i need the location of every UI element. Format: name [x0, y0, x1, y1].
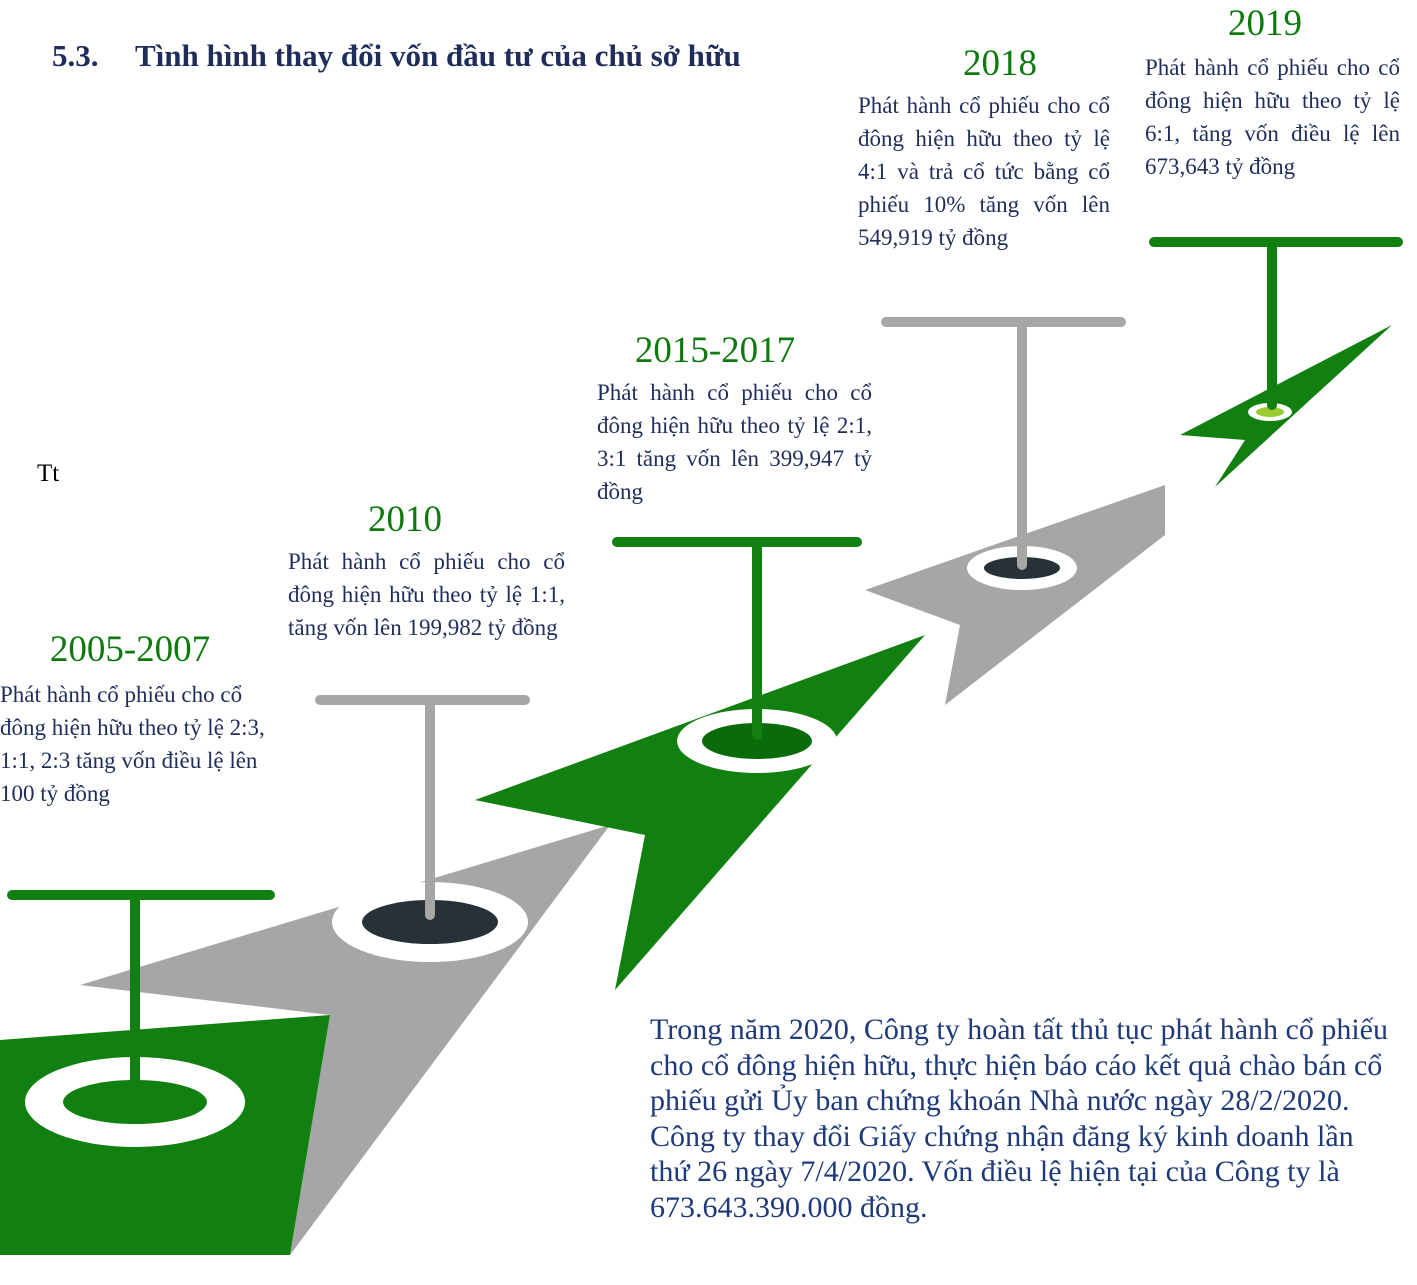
road-segment — [475, 635, 925, 990]
heading-number: 5.3. — [52, 38, 99, 74]
page: 5.3. Tình hình thay đổi vốn đầu tư của c… — [0, 0, 1417, 1285]
milestone-year: 2019 — [1115, 4, 1415, 44]
road-segment — [865, 485, 1165, 705]
milestone-text: Phát hành cổ phiếu cho cổ đông hiện hữu … — [1145, 51, 1400, 183]
milestone-year: 2018 — [850, 44, 1150, 84]
paragraph: Trong năm 2020, Công ty hoàn tất thủ tục… — [650, 1012, 1390, 1225]
heading-title: Tình hình thay đổi vốn đầu tư của chủ sở… — [135, 38, 755, 74]
stray-text: Tt — [37, 460, 59, 488]
milestone-text: Phát hành cổ phiếu cho cổ đông hiện hữu … — [0, 678, 270, 810]
milestone-year: 2010 — [255, 500, 555, 540]
milestone-text: Phát hành cổ phiếu cho cổ đông hiện hữu … — [858, 89, 1110, 254]
milestone-year: 2015-2017 — [565, 331, 865, 371]
milestone-text: Phát hành cổ phiếu cho cổ đông hiện hữu … — [288, 545, 565, 644]
milestone-text: Phát hành cổ phiếu cho cổ đông hiện hữu … — [597, 376, 872, 508]
milestone-year: 2005-2007 — [0, 630, 280, 670]
